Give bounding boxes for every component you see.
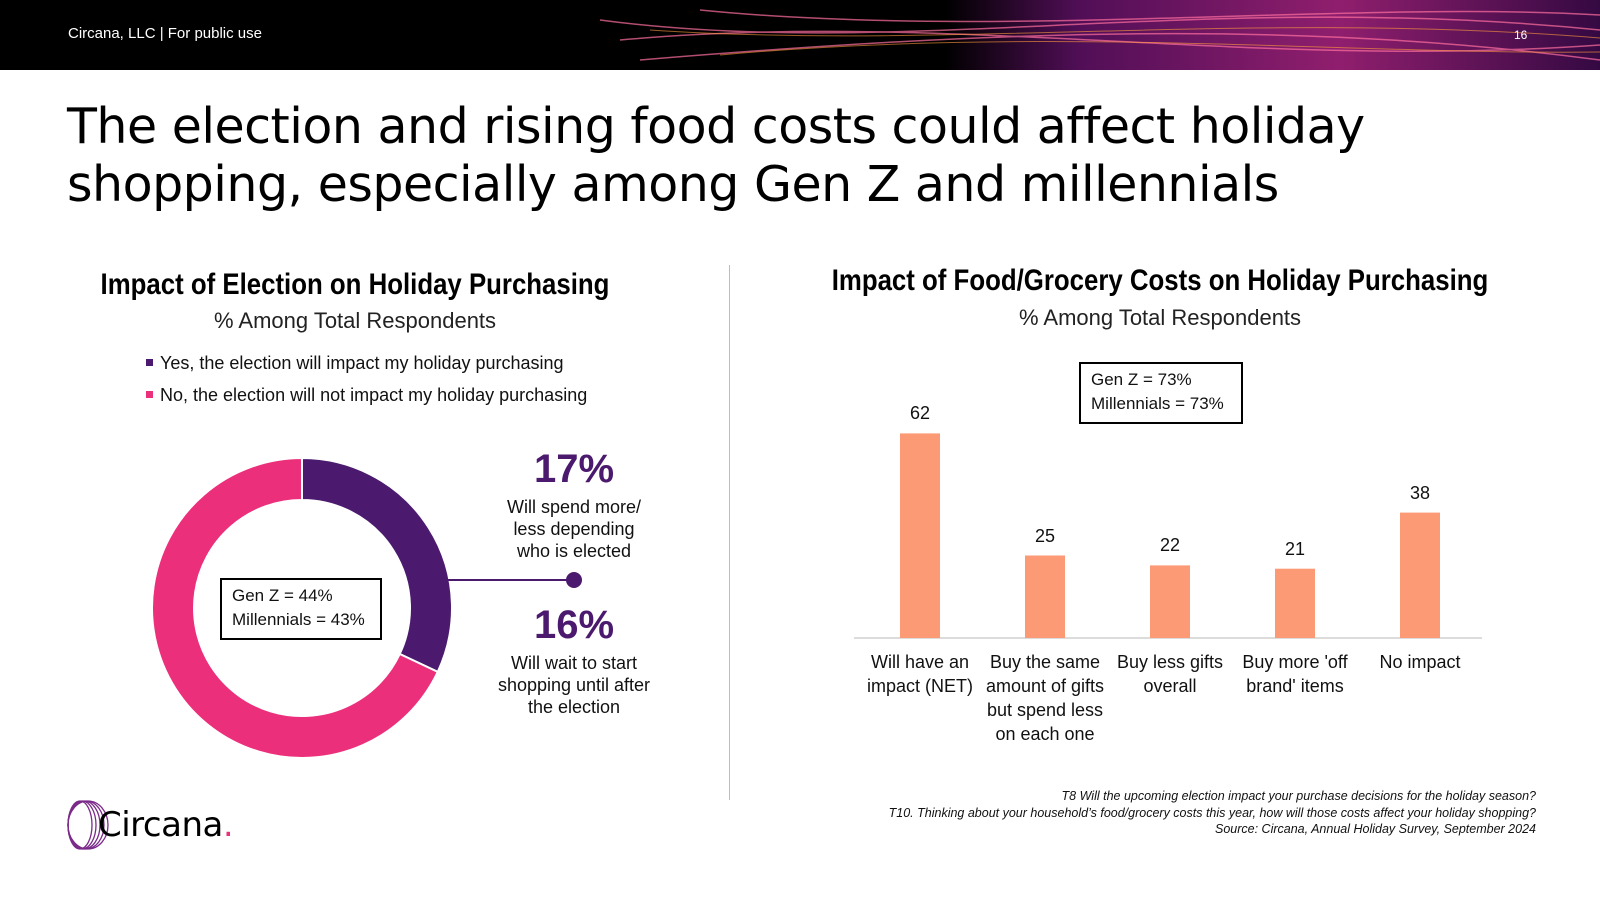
bar-category-line-1-3: on each one [995,724,1095,744]
connector-line [448,572,582,588]
legend-swatch-yes [146,358,153,366]
right-callout-millennials: Millennials = 73% [1091,394,1224,413]
stat2-line3: the election [527,697,621,717]
right-chart-title: Impact of Food/Grocery Costs on Holiday … [831,264,1489,297]
right-callout-box: Gen Z = 73% Millennials = 73% [1079,362,1243,424]
donut-label-yes: 32 [400,474,422,496]
bar-value-label-4: 38 [1409,482,1431,503]
bar-0 [900,433,940,638]
legend-swatch-no [146,390,153,398]
stat1-line2: less depending [513,519,635,539]
stat2-percent: 16% [533,603,615,647]
footnote-source: Source: Circana, Annual Holiday Survey, … [1214,822,1536,836]
stat1-percent: 17% [533,447,615,491]
stat2-line2: shopping until after [497,675,651,695]
left-chart-title: Impact of Election on Holiday Purchasing [100,268,610,301]
bar-value-label-1: 25 [1034,525,1056,546]
footnote-t8: T8 Will the upcoming election impact you… [1061,789,1536,803]
donut-chart: 32 68 [151,456,453,759]
bar-3 [1275,568,1315,638]
stat2-description: Will wait to start shopping until after … [474,652,674,718]
bar-category-line-0-0: Will have an [870,652,970,672]
legend-item-yes: Yes, the election will impact my holiday… [146,353,564,374]
stat1-line1: Will spend more/ [506,497,642,517]
section-divider [729,265,730,800]
bar-value-label-0: 62 [909,403,931,424]
bar-category-label-2: Buy less gifts overall [1105,650,1235,698]
bar-category-line-4-0: No impact [1379,652,1461,672]
stat1-line3: who is elected [516,541,632,561]
bar-category-line-1-2: but spend less [986,700,1104,720]
footnote-t10: T10. Thinking about your household’s foo… [888,805,1536,820]
legend-label-yes: Yes, the election will impact my holiday… [160,353,564,373]
page-number: 16 [1514,28,1528,42]
stat2-line1: Will wait to start [510,653,638,673]
bar-category-line-2-1: overall [1143,676,1197,696]
logo-dot: . [222,805,234,845]
legend-item-no: No, the election will not impact my holi… [146,385,587,406]
bar-category-label-3: Buy more 'off brand' items [1230,650,1360,698]
donut-label-no: 68 [162,697,184,719]
bar-category-line-2-0: Buy less gifts [1116,652,1224,672]
bar-category-label-1: Buy the same amount of gifts but spend les… [980,650,1110,746]
bar-value-label-2: 22 [1159,535,1181,556]
footnotes: T8 Will the upcoming election impact you… [889,788,1536,838]
header-decoration [560,0,1600,70]
bar-category-label-4: No impact [1355,650,1485,674]
left-callout-box: Gen Z = 44% Millennials = 43% [220,578,382,640]
header-bar: Circana, LLC | For public use 16 [0,0,1600,70]
bar-category-line-1-1: amount of gifts [985,676,1105,696]
company-label: Circana, LLC | For public use [68,25,262,42]
legend-label-no: No, the election will not impact my holi… [160,385,588,405]
bar-4 [1400,512,1440,638]
bar-category-line-3-0: Buy more 'off [1242,652,1348,672]
right-chart-subtitle: % Among Total Respondents [1018,305,1302,330]
bar-category-line-1-0: Buy the same [989,652,1101,672]
bar-category-label-0: Will have an impact (NET) [855,650,985,698]
bar-2 [1150,565,1190,638]
logo-word: Circana [98,805,223,845]
bar-chart [854,433,1482,639]
left-callout-millennials: Millennials = 43% [232,610,365,629]
left-callout-genz: Gen Z = 44% [232,586,333,605]
circana-logo-text: Circana. [98,805,234,845]
bar-category-line-0-1: impact (NET) [866,676,973,696]
stat1-description: Will spend more/ less depending who is e… [474,496,674,562]
page-title: The election and rising food costs could… [67,98,1365,213]
connector-dot [566,572,582,588]
bar-value-label-3: 21 [1284,538,1306,559]
bar-1 [1025,555,1065,638]
right-callout-genz: Gen Z = 73% [1091,370,1192,389]
circana-logo-icon [67,800,109,850]
donut-slice-no [151,456,440,759]
left-chart-subtitle: % Among Total Respondents [213,308,497,333]
bar-category-line-3-1: brand' items [1246,676,1344,696]
